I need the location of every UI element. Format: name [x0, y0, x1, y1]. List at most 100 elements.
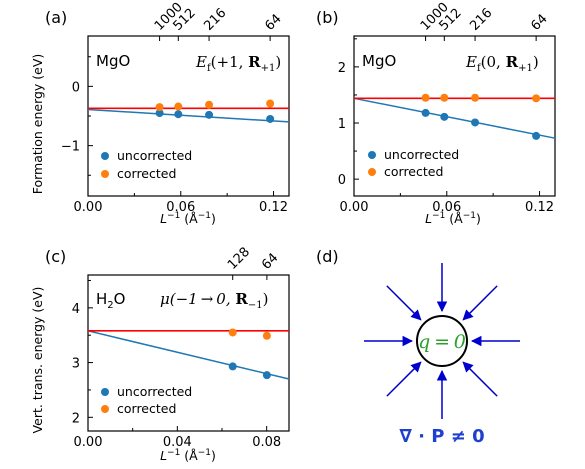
x-tick-label-c-2: 0.08 — [252, 435, 281, 450]
annotation-b-bold: R — [506, 53, 519, 71]
panel-label-b: (b) — [316, 8, 339, 27]
y-axis-label-c: Vert. trans. energy (eV) — [30, 287, 45, 434]
top-tick-label-b-3: 64 — [528, 12, 550, 34]
corrected-point-a-3 — [266, 99, 275, 108]
y-tick-label-b-1: 1 — [338, 117, 346, 132]
panel-label-a: (a) — [45, 8, 67, 27]
annotation-b: Ef(0, R+1) — [465, 53, 539, 74]
annotation-a: Ef(+1, R+1) — [195, 53, 281, 74]
uncorrected-point-a-3 — [266, 114, 275, 123]
legend-a-uncorrected-marker — [101, 152, 109, 160]
x-axis-label-b-sup: −1 — [432, 211, 445, 221]
uncorrected-point-c-1 — [262, 371, 271, 380]
corrected-point-b-0 — [421, 93, 430, 102]
x-tick-label-b-1: 0.06 — [432, 200, 461, 215]
legend-b: uncorrected corrected — [368, 147, 459, 179]
annotation-a-bold: R — [248, 53, 261, 71]
x-axis-label-b-end: ) — [476, 211, 481, 226]
annotation-a-end: ) — [275, 53, 281, 71]
top-tick-label-a-2: 216 — [201, 6, 229, 34]
legend-c-corrected-marker — [101, 405, 109, 413]
corrected-point-b-2 — [471, 93, 480, 102]
molecule-label-c-end: O — [114, 290, 126, 308]
uncorrected-point-c-0 — [228, 362, 237, 371]
x-axis-label-a: L−1 (Å−1) — [160, 211, 216, 226]
annotation-a-main: E — [195, 53, 207, 71]
legend-c-uncorrected: uncorrected — [117, 384, 192, 399]
uncorrected-point-b-0 — [421, 108, 430, 117]
x-tick-label-c-1: 0.04 — [163, 435, 192, 450]
x-axis-label-c-sup2: −1 — [198, 448, 211, 458]
y-tick-label-c-1: 3 — [72, 357, 80, 372]
legend-b-corrected-marker — [368, 168, 376, 176]
legend-a-uncorrected: uncorrected — [117, 148, 192, 163]
annotation-c-bsub: −1 — [248, 300, 263, 311]
corrected-point-c-0 — [228, 328, 237, 337]
legend-a-corrected: corrected — [117, 166, 176, 181]
corrected-point-b-3 — [532, 94, 541, 103]
field-arrow-3 — [386, 361, 422, 397]
uncorrected-point-b-1 — [440, 112, 449, 121]
uncorrected-point-a-1 — [174, 110, 183, 119]
x-tick-label-b-0: 0.00 — [340, 200, 369, 215]
annotation-a-sub: f — [207, 63, 212, 74]
legend-b-uncorrected: uncorrected — [384, 147, 459, 162]
x-axis-label-c-end: ) — [211, 448, 216, 463]
annotation-a-rest: (+1, — [211, 53, 249, 71]
x-axis-label-a-rest: (Å — [180, 211, 198, 226]
corrected-point-a-0 — [155, 103, 164, 112]
field-arrow-5 — [386, 285, 422, 321]
divergence-label: ∇ · P ≠ 0 — [399, 426, 484, 447]
legend-a-corrected-marker — [101, 170, 109, 178]
x-axis-label-a-sup: −1 — [167, 211, 180, 221]
x-axis-label-c-main: L — [160, 448, 167, 463]
corrected-point-a-2 — [205, 100, 214, 109]
x-axis-label-a-end: ) — [211, 211, 216, 226]
top-tick-label-a-3: 64 — [262, 12, 284, 34]
top-tick-label-b-2: 216 — [467, 6, 495, 34]
annotation-b-sub: f — [477, 63, 482, 74]
annotation-c-end: ) — [263, 290, 269, 308]
charge-circle — [416, 315, 468, 367]
legend-c: uncorrected corrected — [101, 384, 192, 416]
plot-frame-b — [353, 35, 556, 197]
corrected-point-b-1 — [440, 93, 449, 102]
legend-b-uncorrected-marker — [368, 151, 376, 159]
panel-d: (d) q = 0 ∇ · P ≠ 0 — [316, 247, 520, 447]
corrected-point-c-1 — [262, 331, 271, 340]
annotation-c-bold: R — [235, 290, 248, 308]
x-tick-label-a-1: 0.06 — [166, 200, 195, 215]
annotation-b-main: E — [465, 53, 477, 71]
molecule-label-c: H2O — [96, 290, 125, 311]
annotation-b-end: ) — [533, 53, 539, 71]
x-axis-label-b-sup2: −1 — [463, 211, 476, 221]
panel-label-c: (c) — [45, 247, 66, 266]
x-axis-label-a-sup2: −1 — [198, 211, 211, 221]
annotation-b-bsub: +1 — [518, 63, 533, 74]
annotation-c-mu: μ(−1 → 0, — [160, 290, 235, 308]
x-tick-label-c-0: 0.00 — [74, 435, 103, 450]
legend-c-corrected: corrected — [117, 401, 176, 416]
top-tick-label-c-0: 128 — [225, 245, 253, 273]
y-tick-label-c-2: 4 — [72, 302, 80, 317]
x-axis-label-c: L−1 (Å−1) — [160, 448, 216, 463]
uncorrected-point-a-0 — [155, 109, 164, 118]
field-arrow-1 — [462, 361, 498, 397]
x-axis-label-b: L−1 (Å−1) — [425, 211, 481, 226]
y-tick-label-b-2: 2 — [338, 61, 346, 76]
molecule-label-c-main: H — [96, 290, 107, 308]
molecule-label-a: MgO — [96, 52, 130, 70]
corrected-point-a-1 — [174, 102, 183, 111]
x-axis-label-c-sup: −1 — [167, 448, 180, 458]
x-axis-label-c-rest: (Å — [180, 448, 198, 463]
uncorrected-point-b-3 — [532, 131, 541, 140]
uncorrected-point-a-2 — [205, 110, 214, 119]
panel-label-d: (d) — [316, 247, 339, 266]
x-tick-label-a-0: 0.00 — [74, 200, 103, 215]
field-arrow-7 — [462, 285, 498, 321]
